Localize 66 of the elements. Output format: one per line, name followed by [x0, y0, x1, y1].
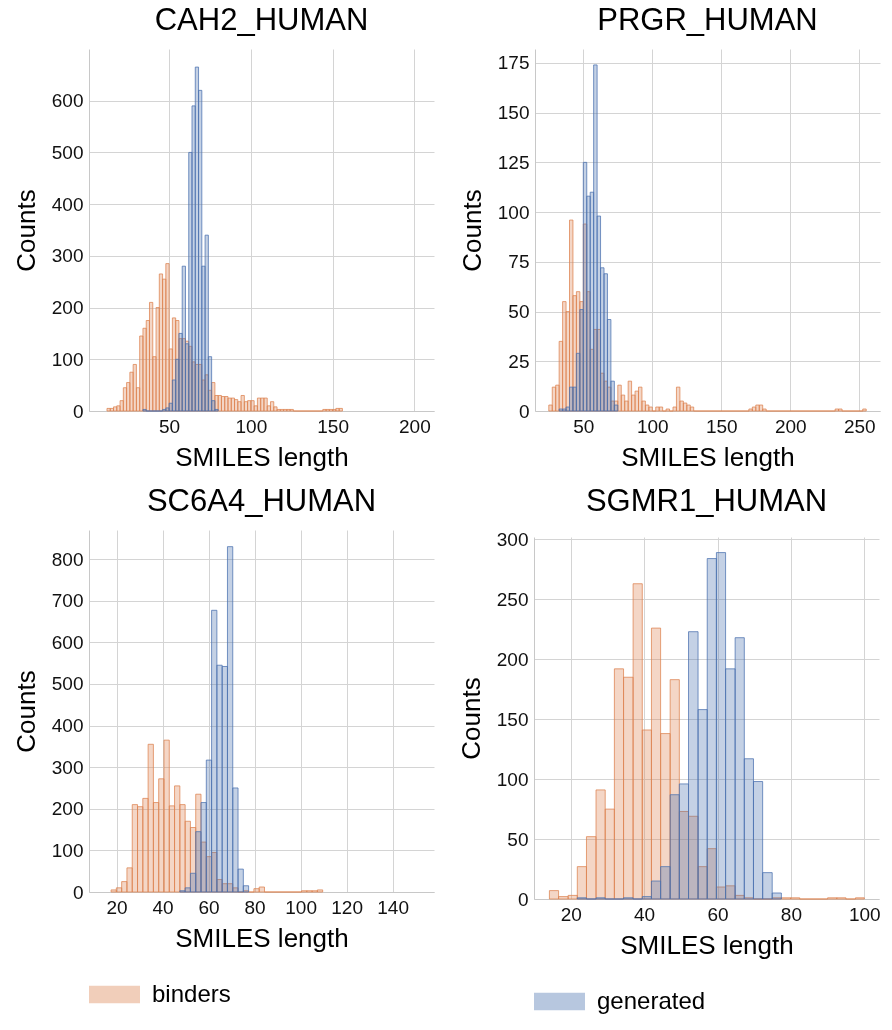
y-tick-label: 25 — [507, 350, 529, 372]
x-axis-title: SMILES length — [174, 441, 349, 472]
x-tick-label: 200 — [774, 415, 807, 437]
y-axis-title: Counts — [10, 189, 41, 272]
x-tick-label: 200 — [398, 415, 431, 437]
y-axis-title: Counts — [10, 670, 41, 753]
y-tick-label: 500 — [51, 673, 83, 695]
y-tick-label: 300 — [51, 756, 83, 778]
y-tick-label: 0 — [517, 888, 528, 910]
x-tick-label: 40 — [633, 903, 655, 925]
x-tick-label: 140 — [376, 896, 409, 918]
x-tick-label: 100 — [636, 415, 669, 437]
x-tick-label: 150 — [316, 415, 349, 437]
y-tick-label: 200 — [51, 297, 83, 319]
legend-label: binders — [151, 979, 231, 1007]
y-tick-label: 200 — [51, 798, 83, 820]
x-axis-title: SMILES length — [174, 922, 349, 953]
y-tick-label: 0 — [72, 881, 83, 903]
x-tick-label: 60 — [706, 903, 729, 925]
x-axis-title: SMILES length — [620, 441, 795, 472]
y-tick-label: 800 — [51, 548, 83, 570]
x-tick-label: 100 — [284, 896, 317, 918]
y-tick-label: 0 — [518, 400, 529, 422]
y-tick-label: 100 — [496, 768, 528, 790]
y-tick-label: 300 — [51, 245, 83, 267]
legend-label: generated — [596, 986, 705, 1014]
x-tick-label: 250 — [843, 415, 876, 437]
y-tick-label: 50 — [507, 301, 529, 323]
y-tick-label: 200 — [496, 648, 528, 670]
x-tick-label: 100 — [848, 903, 881, 925]
y-tick-label: 400 — [51, 193, 83, 215]
y-tick-label: 250 — [496, 588, 528, 610]
y-tick-label: 400 — [51, 715, 83, 737]
y-tick-label: 100 — [497, 201, 529, 223]
x-tick-label: 150 — [705, 415, 738, 437]
x-tick-label: 50 — [572, 415, 594, 437]
y-tick-label: 600 — [51, 631, 83, 653]
y-tick-label: 100 — [51, 839, 83, 861]
y-tick-label: 125 — [497, 151, 529, 173]
y-tick-label: 0 — [72, 400, 83, 422]
x-tick-label: 50 — [158, 415, 180, 437]
chart-title: SGMR1_HUMAN — [585, 483, 827, 519]
x-tick-label: 80 — [780, 903, 802, 925]
y-tick-label: 50 — [506, 828, 528, 850]
x-tick-label: 40 — [152, 896, 174, 918]
y-tick-label: 500 — [51, 141, 83, 163]
x-tick-label: 20 — [560, 903, 582, 925]
y-tick-label: 100 — [51, 348, 83, 370]
y-tick-label: 175 — [497, 52, 529, 74]
y-tick-label: 150 — [497, 102, 529, 124]
y-axis-title: Counts — [456, 189, 487, 272]
x-tick-label: 20 — [106, 896, 128, 918]
x-tick-label: 80 — [244, 896, 266, 918]
y-tick-label: 150 — [496, 708, 528, 730]
y-tick-label: 600 — [51, 90, 83, 112]
x-axis-title: SMILES length — [619, 929, 794, 960]
y-tick-label: 75 — [507, 251, 529, 273]
x-tick-label: 60 — [198, 896, 220, 918]
chart-title: SC6A4_HUMAN — [146, 483, 376, 518]
y-axis-title: Counts — [455, 677, 486, 760]
y-tick-label: 300 — [496, 528, 528, 550]
chart-title: PRGR_HUMAN — [596, 2, 818, 37]
y-tick-label: 700 — [51, 590, 83, 612]
x-tick-label: 120 — [330, 896, 363, 918]
chart-title: CAH2_HUMAN — [154, 2, 368, 37]
x-tick-label: 100 — [235, 415, 267, 437]
